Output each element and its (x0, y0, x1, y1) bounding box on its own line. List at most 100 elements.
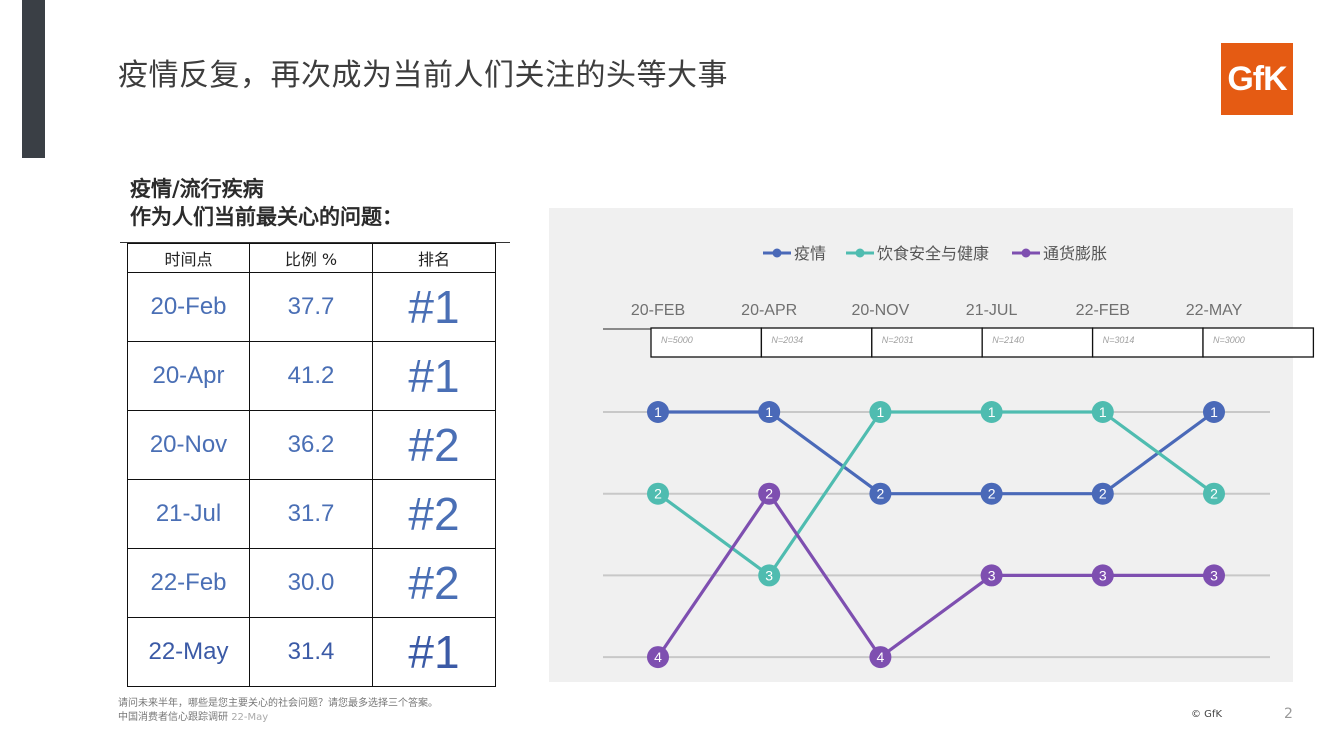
sample-size-label: N=2140 (992, 335, 1024, 345)
data-label: 4 (877, 649, 885, 665)
sample-size-label: N=2034 (771, 335, 803, 345)
data-point (1203, 482, 1225, 505)
data-point (1091, 401, 1114, 423)
sample-size-box (871, 327, 983, 358)
sample-size-box (981, 327, 1094, 358)
data-label: 2 (877, 486, 885, 502)
footnote-date: 22-May (231, 712, 269, 723)
cell-time: 20-Apr (127, 341, 250, 411)
data-point (647, 482, 669, 505)
legend-label-0: 疫情 (794, 244, 826, 263)
cell-time: 22-May (127, 617, 250, 687)
data-label: 1 (765, 404, 773, 420)
sample-size-box (1091, 327, 1204, 358)
data-point (647, 401, 669, 423)
footnote: 请问未来半年，哪些是您主要关心的社会问题？请您最多选择三个答案。 中国消费者信心… (118, 697, 438, 725)
cell-ratio: 31.4 (249, 617, 373, 687)
cell-ratio: 30.0 (249, 548, 373, 618)
header-rank: 排名 (372, 243, 496, 273)
x-tick-label: 20-NOV (852, 302, 910, 319)
table-row: 20-Apr 41.2 #1 (127, 341, 496, 411)
sample-size-label: N=5000 (661, 335, 693, 345)
x-tick-label: 22-FEB (1076, 302, 1130, 319)
data-label: 2 (654, 486, 662, 502)
sample-size-label: N=2031 (882, 335, 914, 345)
ranking-table: 时间点 比例 % 排名 20-Feb 37.7 #1 20-Apr 41.2 #… (127, 243, 496, 687)
data-label: 1 (988, 404, 996, 420)
cell-rank: #1 (372, 617, 496, 687)
data-label: 1 (654, 404, 662, 420)
table-row: 20-Nov 36.2 #2 (127, 410, 496, 480)
data-point (758, 401, 781, 423)
legend-label-1: 饮食安全与健康 (877, 244, 989, 263)
data-point (869, 401, 892, 423)
data-label: 3 (988, 567, 996, 583)
data-label: 4 (654, 649, 662, 665)
table-header-row: 时间点 比例 % 排名 (127, 243, 496, 273)
series-line-2 (656, 492, 1214, 659)
data-point (1203, 564, 1225, 587)
footnote-question: 请问未来半年，哪些是您主要关心的社会问题？请您最多选择三个答案。 (118, 698, 438, 709)
subtitle-line-2: 作为人们当前最关心的问题： (130, 205, 403, 229)
data-point (1091, 564, 1114, 587)
data-label: 1 (1099, 404, 1107, 420)
legend-label-2: 通货膨胀 (1043, 244, 1107, 263)
side-accent-bar (22, 0, 45, 158)
header-ratio: 比例 % (249, 243, 373, 273)
data-label: 2 (765, 486, 773, 502)
data-point (758, 482, 781, 505)
cell-time: 20-Feb (127, 272, 250, 342)
cell-ratio: 31.7 (249, 479, 373, 549)
data-point (1203, 401, 1225, 423)
cell-ratio: 36.2 (249, 410, 373, 480)
data-label: 3 (1210, 567, 1218, 583)
cell-time: 21-Jul (127, 479, 250, 549)
data-point (869, 646, 892, 669)
sample-size-label: N=3014 (1103, 335, 1135, 345)
data-label: 3 (1099, 567, 1107, 583)
sample-size-box (1202, 327, 1315, 358)
x-tick-label: 20-FEB (631, 302, 685, 319)
data-label: 3 (765, 567, 773, 583)
x-tick-label: 22-MAY (1186, 302, 1243, 319)
data-label: 2 (988, 486, 996, 502)
subtitle-rule (120, 242, 510, 243)
cell-rank: #2 (372, 410, 496, 480)
data-point (647, 646, 669, 669)
table-row: 22-Feb 30.0 #2 (127, 548, 496, 618)
legend-marker-2 (1021, 248, 1031, 258)
legend-marker-1 (855, 248, 865, 258)
subtitle-line-1: 疫情/流行疾病 (130, 177, 264, 201)
data-point (869, 482, 892, 505)
x-tick-label: 20-APR (741, 302, 797, 319)
table-row: 22-May 31.4 #1 (127, 617, 496, 687)
data-point (1091, 482, 1114, 505)
data-label: 2 (1099, 486, 1107, 502)
data-point (980, 564, 1003, 587)
footnote-source: 中国消费者信心跟踪调研 22-May (118, 711, 438, 725)
copyright: © GfK (1191, 709, 1223, 720)
sample-size-box (650, 327, 763, 358)
page-title: 疫情反复，再次成为当前人们关注的头等大事 (118, 58, 728, 93)
legend-marker-0 (772, 248, 782, 258)
data-point (980, 401, 1003, 423)
cell-ratio: 41.2 (249, 341, 373, 411)
cell-ratio: 37.7 (249, 272, 373, 342)
sample-size-label: N=3000 (1213, 335, 1245, 345)
gfk-logo: GfK (1221, 43, 1293, 115)
page-number: 2 (1284, 706, 1293, 722)
series-line-0 (658, 410, 1215, 496)
data-point (980, 482, 1003, 505)
data-label: 1 (1210, 404, 1218, 420)
cell-rank: #2 (372, 479, 496, 549)
data-point (758, 564, 781, 587)
series-line-1 (657, 410, 1215, 578)
data-label: 1 (877, 404, 885, 420)
table-subtitle: 疫情/流行疾病 作为人们当前最关心的问题： (130, 175, 403, 231)
x-tick-label: 21-JUL (966, 302, 1018, 319)
sample-size-box (760, 327, 873, 358)
cell-time: 20-Nov (127, 410, 250, 480)
table-row: 21-Jul 31.7 #2 (127, 479, 496, 549)
footnote-survey: 中国消费者信心跟踪调研 (118, 712, 228, 723)
